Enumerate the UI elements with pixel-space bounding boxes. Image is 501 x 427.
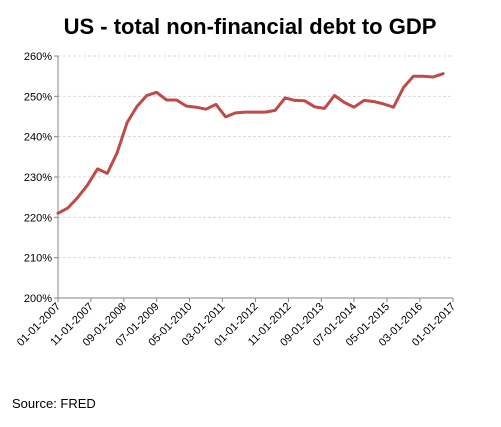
y-tick-label: 240% [24,132,52,144]
y-tick-label: 230% [24,172,52,184]
series-layer [56,72,445,215]
axes [54,55,454,302]
y-tick-label: 210% [24,253,52,265]
source-note: Source: FRED [12,396,96,411]
y-tick-label: 220% [24,212,52,224]
y-tick-label: 200% [24,293,52,305]
x-axis-tick-labels: 01-01-200711-01-200709-01-200807-01-2009… [15,301,458,349]
y-axis-tick-labels: 200% 210% 220% 230% 240% 250% 260% [24,51,52,305]
chart-title: US - total non-financial debt to GDP [64,14,437,39]
y-tick-label: 250% [24,91,52,103]
y-tick-label: 260% [24,51,52,63]
gridlines [58,55,453,259]
series-line [56,72,445,215]
